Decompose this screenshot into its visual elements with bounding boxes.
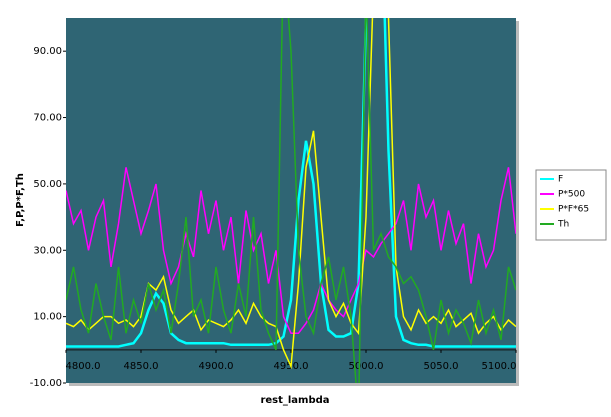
legend-label: P*F*65 xyxy=(558,205,589,215)
lines xyxy=(66,18,516,383)
x-tick-label: 5000.0 xyxy=(349,361,384,372)
legend-label: P*500 xyxy=(558,190,585,200)
y-tick-label: 70.00 xyxy=(33,113,62,124)
x-axis-label: rest_lambda xyxy=(260,395,329,406)
x-tick-label: 4800.0 xyxy=(66,361,101,372)
series-line xyxy=(66,167,516,334)
x-tick-label: 4900.0 xyxy=(199,361,234,372)
x-tick-label: 4850.0 xyxy=(124,361,159,372)
legend-label: Th xyxy=(557,220,569,230)
y-tick-label: 10.00 xyxy=(33,312,62,323)
series-line xyxy=(66,18,516,370)
series-line xyxy=(66,18,516,348)
y-tick-label: -10.00 xyxy=(30,378,62,389)
y-tick-label: 50.00 xyxy=(33,179,62,190)
x-tick-label: 5050.0 xyxy=(424,361,459,372)
y-axis-label: F,P,P*F,Th xyxy=(15,173,26,227)
legend-label: F xyxy=(558,175,563,185)
y-tick-label: 30.00 xyxy=(33,245,62,256)
x-tick-label: 5100.0 xyxy=(482,361,517,372)
series-line xyxy=(66,18,516,383)
y-tick-label: 90.00 xyxy=(33,46,62,57)
legend-box xyxy=(535,169,607,241)
